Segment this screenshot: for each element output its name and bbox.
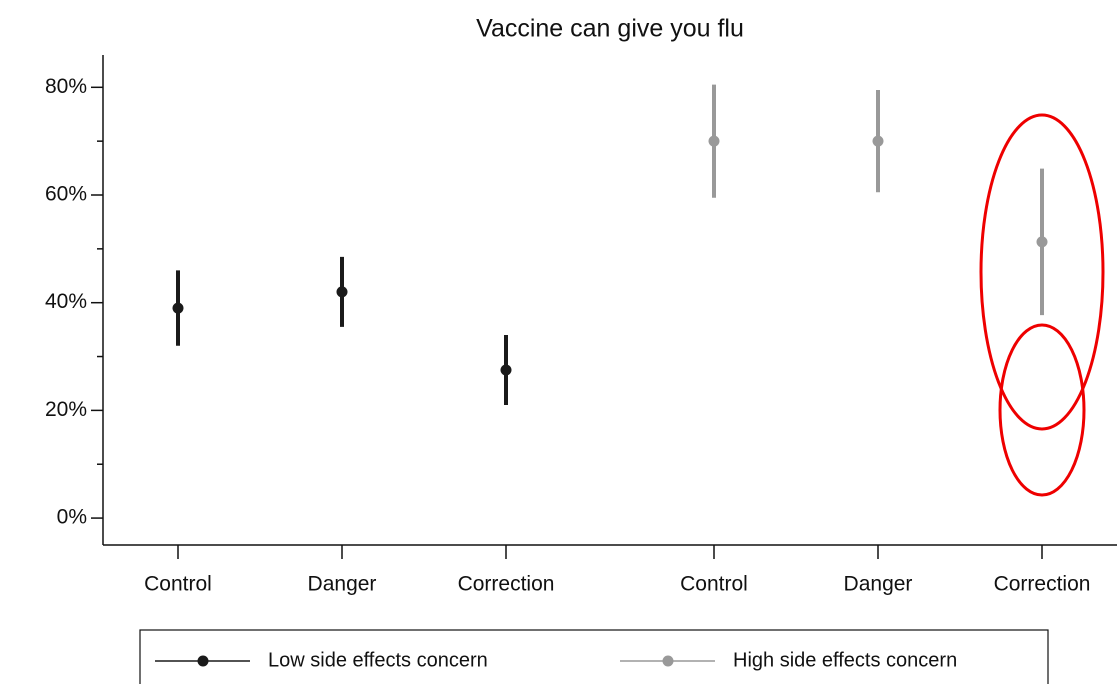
legend-label: High side effects concern	[733, 649, 957, 671]
x-tick-label: Control	[144, 573, 212, 596]
y-tick-label: 40%	[45, 290, 87, 313]
point	[1036, 236, 1048, 248]
point	[172, 302, 184, 314]
legend-box	[139, 629, 1049, 684]
point	[708, 135, 720, 147]
x-tick-label: Danger	[308, 573, 377, 596]
point	[336, 286, 348, 298]
y-tick-label: 0%	[57, 506, 87, 529]
legend-marker	[662, 655, 674, 667]
x-tick-label: Correction	[994, 573, 1091, 596]
legend-label: Low side effects concern	[268, 649, 488, 671]
legend-marker	[197, 655, 209, 667]
highlight-ellipse	[998, 323, 1086, 497]
y-tick-label: 20%	[45, 398, 87, 421]
x-tick-label: Control	[680, 573, 748, 596]
y-tick-label: 80%	[45, 75, 87, 98]
x-tick-label: Danger	[844, 573, 913, 596]
x-tick-label: Correction	[458, 573, 555, 596]
point	[872, 135, 884, 147]
point	[500, 364, 512, 376]
chart-title: Vaccine can give you flu	[476, 15, 744, 43]
y-tick-label: 60%	[45, 183, 87, 206]
highlight-ellipse	[979, 113, 1105, 431]
